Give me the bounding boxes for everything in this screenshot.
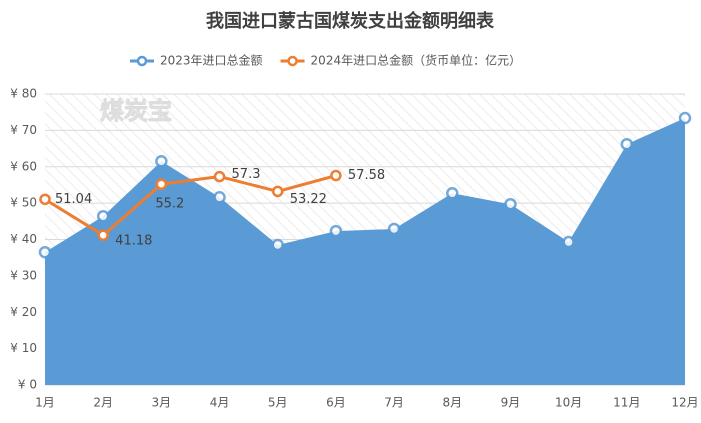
- x-tick-label: 8月: [442, 396, 462, 410]
- watermark: 煤炭宝: [100, 97, 172, 125]
- y-tick-label: ¥ 30: [10, 268, 37, 282]
- legend-label: 2023年进口总金额: [160, 53, 263, 68]
- y-tick-label: ¥ 40: [10, 232, 37, 246]
- marker: [155, 178, 168, 190]
- y-tick-label: ¥ 60: [10, 159, 37, 173]
- marker: [446, 187, 459, 200]
- legend-marker: [136, 55, 148, 67]
- x-tick-label: 2月: [93, 396, 113, 410]
- marker: [620, 137, 634, 151]
- chart-title: 我国进口蒙古国煤炭支出金额明细表: [206, 10, 495, 32]
- legend-marker: [287, 55, 298, 67]
- y-tick-label: ¥ 50: [10, 196, 37, 210]
- y-tick-label: ¥ 0: [18, 378, 37, 392]
- marker: [97, 229, 109, 241]
- marker: [387, 222, 401, 236]
- marker: [678, 111, 692, 125]
- data-label: 57.3: [232, 167, 261, 182]
- marker: [271, 238, 284, 252]
- y-tick-label: ¥ 10: [10, 341, 37, 355]
- x-tick-label: 7月: [384, 396, 404, 410]
- y-tick-label: ¥ 80: [10, 87, 37, 101]
- x-tick-label: 3月: [152, 396, 172, 410]
- data-label: 51.04: [55, 192, 92, 207]
- marker: [213, 191, 226, 204]
- marker: [39, 193, 51, 206]
- x-tick-label: 1月: [35, 396, 55, 410]
- data-label: 55.2: [155, 197, 184, 212]
- data-label: 41.18: [115, 234, 152, 249]
- area: [45, 118, 685, 385]
- marker: [562, 235, 575, 249]
- line: [44, 174, 337, 238]
- x-tick-label: 4月: [210, 396, 230, 410]
- marker: [38, 245, 52, 259]
- marker: [330, 169, 342, 182]
- x-tick-label: 5月: [268, 396, 288, 410]
- y-tick-label: ¥ 20: [10, 305, 37, 319]
- legend-label: 2024年进口总金额（货币单位：亿元）: [311, 53, 522, 68]
- x-tick-label: 10月: [555, 396, 582, 410]
- marker: [155, 155, 168, 168]
- x-tick-label: 9月: [501, 396, 521, 410]
- marker: [213, 170, 226, 183]
- x-tick-label: 6月: [326, 396, 346, 410]
- marker: [504, 197, 517, 211]
- marker: [96, 209, 110, 223]
- data-label: 53.22: [290, 192, 327, 207]
- marker: [271, 185, 284, 198]
- data-label: 57.58: [348, 168, 385, 183]
- x-tick-label: 11月: [613, 396, 640, 410]
- y-tick-label: ¥ 70: [10, 123, 37, 137]
- x-tick-label: 12月: [671, 396, 698, 410]
- marker: [329, 224, 343, 238]
